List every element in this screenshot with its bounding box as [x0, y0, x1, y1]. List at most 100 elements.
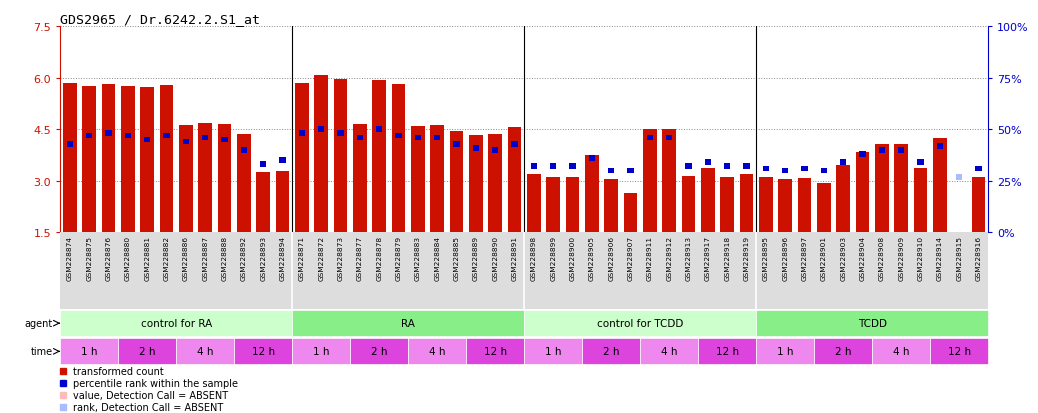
Bar — [353, 125, 366, 233]
Bar — [582, 339, 640, 364]
Bar — [662, 129, 676, 233]
Bar — [840, 160, 846, 166]
Text: GSM228900: GSM228900 — [570, 235, 575, 280]
Text: GSM228906: GSM228906 — [608, 235, 614, 280]
Text: GSM228914: GSM228914 — [937, 235, 943, 280]
Bar — [508, 128, 521, 233]
Text: 2 h: 2 h — [371, 347, 387, 356]
Text: GSM228903: GSM228903 — [840, 235, 846, 280]
Text: GSM228901: GSM228901 — [821, 235, 827, 280]
Text: 12 h: 12 h — [715, 347, 739, 356]
Bar — [469, 136, 483, 233]
Bar — [972, 178, 985, 233]
Text: GSM228871: GSM228871 — [299, 235, 305, 280]
Bar — [125, 133, 131, 139]
Bar — [763, 166, 769, 172]
Bar — [512, 141, 518, 147]
Bar — [315, 76, 328, 233]
Bar — [608, 168, 614, 174]
Text: GSM228874: GSM228874 — [66, 235, 73, 280]
Bar — [913, 169, 928, 233]
Text: GSM228873: GSM228873 — [337, 235, 344, 280]
Bar — [778, 180, 792, 233]
Bar — [408, 339, 466, 364]
Text: GSM228895: GSM228895 — [763, 235, 769, 280]
Bar — [624, 193, 637, 233]
Bar — [261, 162, 267, 168]
Text: GSM228912: GSM228912 — [666, 235, 673, 280]
Text: control for TCDD: control for TCDD — [597, 318, 683, 328]
Bar — [102, 85, 115, 233]
Bar — [666, 135, 673, 141]
Bar — [415, 135, 421, 141]
Bar — [202, 135, 209, 141]
Bar — [837, 166, 850, 233]
Bar — [237, 135, 251, 233]
Bar — [318, 127, 324, 133]
Text: GSM228908: GSM228908 — [879, 235, 884, 280]
Text: 4 h: 4 h — [893, 347, 909, 356]
Bar — [449, 132, 464, 233]
Bar — [292, 311, 524, 336]
Bar — [956, 174, 962, 180]
Bar — [60, 339, 118, 364]
Text: GSM228881: GSM228881 — [144, 235, 151, 280]
Text: 4 h: 4 h — [661, 347, 678, 356]
Text: GSM228898: GSM228898 — [530, 235, 537, 280]
Text: rank, Detection Call = ABSENT: rank, Detection Call = ABSENT — [73, 402, 223, 412]
Text: GSM228897: GSM228897 — [801, 235, 808, 280]
Text: GSM228917: GSM228917 — [705, 235, 711, 280]
Text: GSM228880: GSM228880 — [125, 235, 131, 280]
Text: GSM228893: GSM228893 — [261, 235, 266, 280]
Bar — [221, 137, 227, 143]
Text: 1 h: 1 h — [81, 347, 98, 356]
Bar — [163, 133, 169, 139]
Bar — [872, 339, 930, 364]
Text: GSM228889: GSM228889 — [473, 235, 479, 280]
Bar — [120, 87, 135, 233]
Text: transformed count: transformed count — [73, 366, 164, 376]
Text: RA: RA — [402, 318, 415, 328]
Bar — [743, 164, 749, 170]
Text: GSM228907: GSM228907 — [628, 235, 633, 280]
Bar — [546, 178, 561, 233]
Bar — [66, 141, 73, 147]
Bar — [756, 311, 988, 336]
Text: value, Detection Call = ABSENT: value, Detection Call = ABSENT — [73, 390, 228, 400]
Bar — [176, 339, 235, 364]
Text: 1 h: 1 h — [776, 347, 793, 356]
Bar — [817, 183, 830, 233]
Text: GSM228875: GSM228875 — [86, 235, 92, 280]
Bar — [814, 339, 872, 364]
Bar — [357, 135, 363, 141]
Bar — [682, 176, 695, 233]
Bar — [933, 138, 947, 233]
Bar — [936, 143, 943, 149]
Bar — [183, 139, 189, 145]
Bar — [118, 339, 176, 364]
Text: agent: agent — [24, 318, 53, 328]
Text: time: time — [30, 347, 53, 356]
Text: GSM228886: GSM228886 — [183, 235, 189, 280]
Bar — [82, 87, 97, 233]
Bar — [454, 141, 460, 147]
Bar — [466, 339, 524, 364]
Bar — [705, 160, 711, 166]
Bar — [782, 168, 788, 174]
Text: GSM228918: GSM228918 — [725, 235, 730, 280]
Text: GSM228891: GSM228891 — [512, 235, 518, 280]
Bar — [337, 131, 344, 137]
Text: 1 h: 1 h — [545, 347, 562, 356]
Bar — [570, 164, 576, 170]
Bar — [930, 339, 988, 364]
Bar — [373, 81, 386, 233]
Text: GDS2965 / Dr.6242.2.S1_at: GDS2965 / Dr.6242.2.S1_at — [60, 13, 261, 26]
Bar — [725, 164, 731, 170]
Bar — [685, 164, 691, 170]
Bar — [855, 152, 870, 233]
Text: GSM228887: GSM228887 — [202, 235, 209, 280]
Text: GSM228883: GSM228883 — [415, 235, 420, 280]
Bar — [524, 311, 756, 336]
Text: GSM228890: GSM228890 — [492, 235, 498, 280]
Text: GSM228904: GSM228904 — [859, 235, 866, 280]
